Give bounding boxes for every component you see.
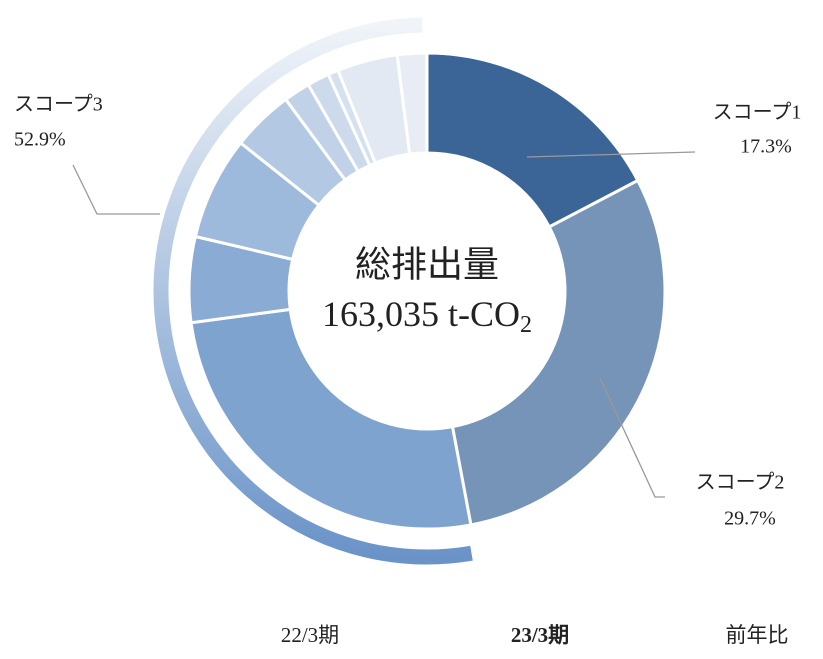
- center-value: 163,035 t-CO2: [322, 294, 532, 337]
- donut-segment: [450, 178, 667, 527]
- center-value-text: 163,035 t-CO: [322, 294, 520, 334]
- value-label: 17.3%: [740, 136, 792, 158]
- donut-segment: [189, 307, 473, 531]
- leader-line: [526, 151, 696, 158]
- value-label: 29.7%: [724, 508, 776, 530]
- category-label: スコープ2: [696, 472, 785, 494]
- value-label: 52.9%: [14, 129, 66, 151]
- group-arc: [153, 17, 473, 565]
- center-title: 総排出量: [355, 244, 499, 284]
- period-label: 23/3期: [511, 623, 569, 647]
- category-label: スコープ1: [713, 102, 802, 124]
- donut: [153, 17, 667, 565]
- center-subscript: 2: [520, 312, 532, 338]
- donut-segment: [425, 51, 640, 229]
- leader-line: [72, 164, 160, 215]
- category-label: スコープ3: [14, 94, 103, 116]
- donut-segment: [395, 51, 429, 156]
- period-label: 前年比: [726, 623, 789, 647]
- period-label: 22/3期: [281, 623, 339, 647]
- leader-line: [599, 377, 665, 498]
